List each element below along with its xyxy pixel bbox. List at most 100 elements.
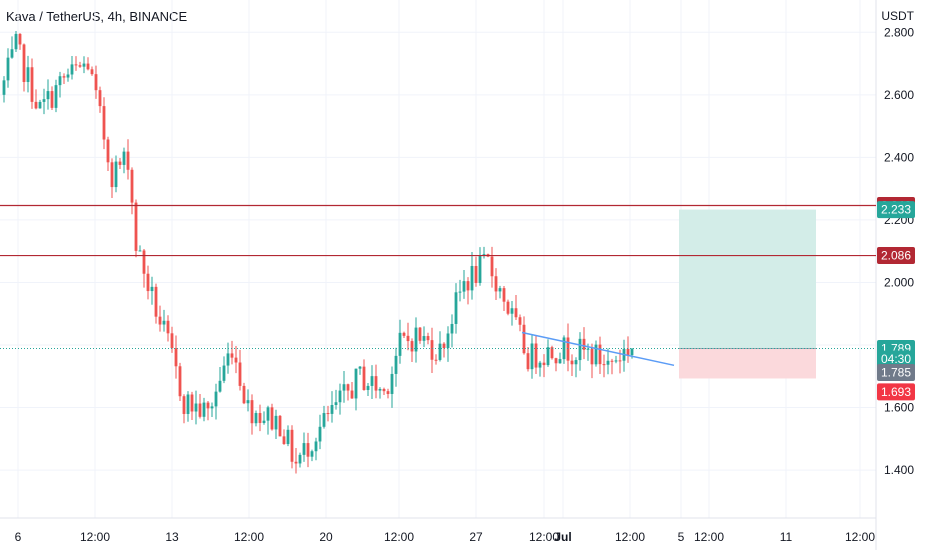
candle-body <box>610 360 614 362</box>
candle-body <box>402 332 406 336</box>
candle-body <box>210 406 214 409</box>
candle-body <box>458 291 462 293</box>
candle-body <box>318 426 322 442</box>
candle-body <box>262 420 266 423</box>
chart-title: Kava / TetherUS, 4h, BINANCE <box>6 9 188 24</box>
candle-body <box>214 391 218 407</box>
candle-body <box>418 327 422 341</box>
candle-body <box>530 343 534 370</box>
candle-body <box>218 380 222 392</box>
candle-body <box>162 320 166 325</box>
candle-body <box>114 161 118 188</box>
candle-body <box>38 101 42 109</box>
candle-body <box>334 402 338 406</box>
candle-body <box>294 461 298 464</box>
candle-body <box>74 64 78 66</box>
candle-body <box>378 388 382 391</box>
candle-body <box>146 273 150 292</box>
candle-body <box>446 333 450 349</box>
candle-body <box>558 359 562 364</box>
x-tick-label: 12:00 <box>694 530 724 544</box>
x-tick-label: 5 <box>678 530 685 544</box>
candle-body <box>238 362 242 386</box>
x-tick-label: 12:00 <box>234 530 264 544</box>
horizontal-levels[interactable] <box>0 204 876 349</box>
candle-body <box>78 65 82 67</box>
x-tick-label: 12:00 <box>615 530 645 544</box>
candle-body <box>182 396 186 414</box>
candle-body <box>394 355 398 374</box>
candle-body <box>278 415 282 437</box>
candle-body <box>198 403 202 417</box>
candle-body <box>382 388 386 392</box>
candle-body <box>374 376 378 391</box>
candle-body <box>2 80 6 95</box>
candle-body <box>410 341 414 352</box>
trendline-group[interactable] <box>521 331 675 367</box>
y-tick-label: 2.600 <box>884 88 914 102</box>
candle-body <box>426 336 430 341</box>
candle-body <box>266 407 270 421</box>
candle-body <box>258 413 262 423</box>
y-tick-label: 2.400 <box>884 150 914 164</box>
candle-body <box>570 360 574 365</box>
candle-body <box>302 443 306 455</box>
candle-body <box>194 403 198 412</box>
price-badge <box>877 383 915 401</box>
currency-label: USDT <box>881 9 914 23</box>
candle-body <box>174 348 178 367</box>
candle-body <box>514 308 518 318</box>
x-tick-label: 20 <box>319 530 333 544</box>
price-badge-label: 2.233 <box>881 203 911 217</box>
candle-body <box>106 139 110 163</box>
candle-body <box>358 366 362 369</box>
candle-body <box>242 385 246 404</box>
candle-body <box>602 364 606 366</box>
candle-body <box>350 390 354 399</box>
candle-body <box>126 151 130 170</box>
position-zones <box>679 209 816 379</box>
candle-body <box>178 366 182 397</box>
candle-body <box>130 169 134 203</box>
candle-body <box>338 390 342 403</box>
price-badge-label: 1.693 <box>881 385 911 399</box>
candle-body <box>246 400 250 404</box>
candle-body <box>582 338 586 350</box>
candle-body <box>574 360 578 365</box>
candle-body <box>474 266 478 283</box>
candle-body <box>190 394 194 412</box>
candle-body <box>462 281 466 292</box>
candle-body <box>234 357 238 363</box>
candle-body <box>66 74 70 78</box>
candle-body <box>510 308 514 314</box>
candle-body <box>430 340 434 360</box>
candle-body <box>470 266 474 291</box>
candle-body <box>478 256 482 283</box>
x-tick-label: 12:00 <box>845 530 875 544</box>
candle-body <box>534 343 538 368</box>
stop-loss-zone <box>679 348 816 379</box>
candle-body <box>422 336 426 341</box>
candle-body <box>506 301 510 314</box>
candle-body <box>26 67 30 82</box>
candle-body <box>398 332 402 356</box>
candle-body <box>298 454 302 464</box>
candle-body <box>542 362 546 366</box>
candle-body <box>6 57 10 81</box>
candle-body <box>442 343 446 349</box>
candle-body <box>606 360 610 365</box>
candle-body <box>586 348 590 350</box>
candle-body <box>70 64 74 75</box>
candle-body <box>322 413 326 427</box>
candle-body <box>118 161 122 165</box>
candle-body <box>226 353 230 366</box>
candle-body <box>498 288 502 292</box>
candle-body <box>310 451 314 457</box>
candle-body <box>354 368 358 399</box>
candle-body <box>10 49 14 58</box>
candle-body <box>578 338 582 361</box>
candle-body <box>62 76 66 78</box>
